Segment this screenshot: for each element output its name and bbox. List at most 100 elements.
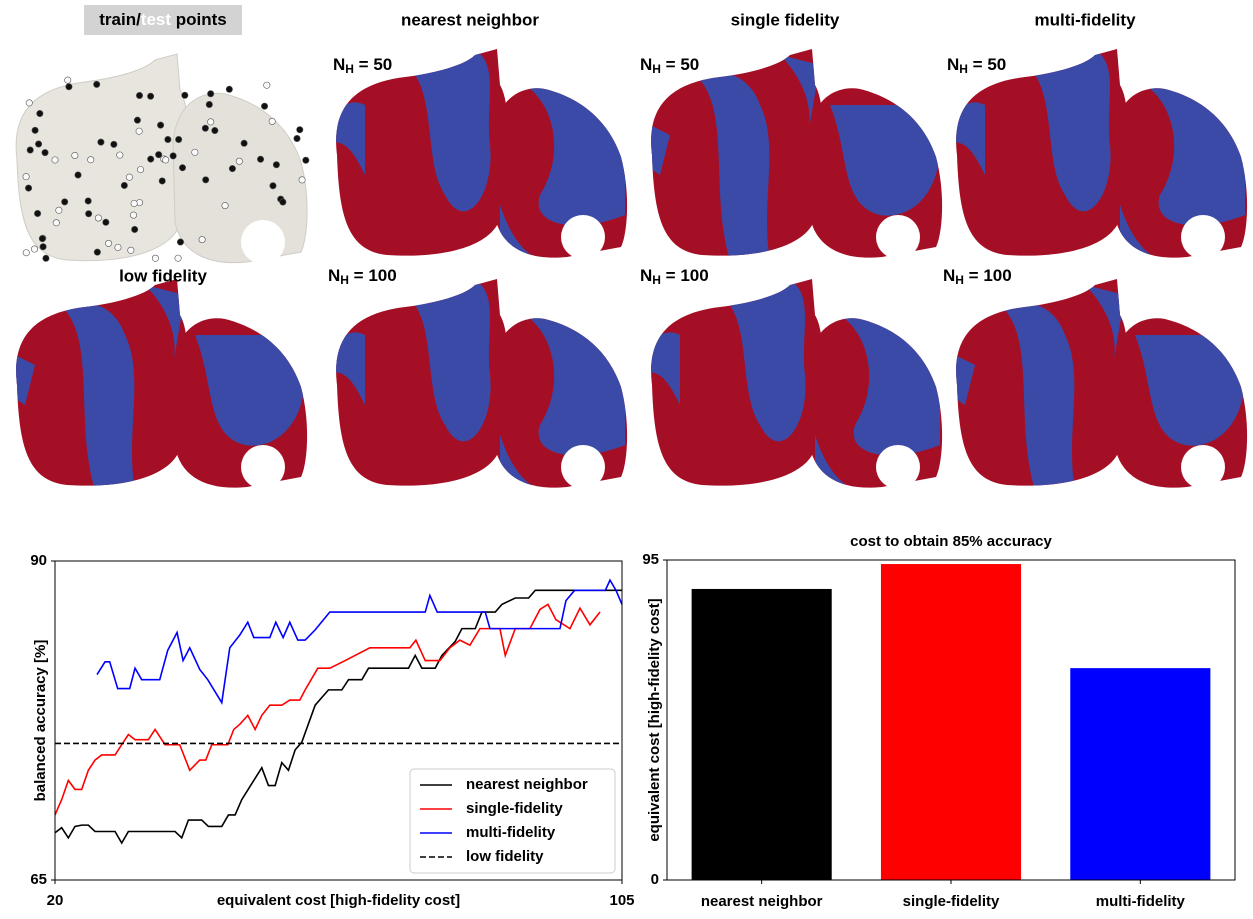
panel-title: low fidelity bbox=[119, 266, 207, 285]
sample-point bbox=[157, 122, 163, 128]
sample-point bbox=[202, 125, 208, 131]
sample-point bbox=[98, 139, 104, 145]
row-label-symbol: N bbox=[640, 266, 652, 285]
y-axis-label: balanced accuracy [%] bbox=[32, 640, 49, 802]
figure: train/test points nearest neighbor singl… bbox=[0, 0, 1253, 914]
sample-point bbox=[207, 91, 213, 97]
y-tick-label: 95 bbox=[642, 551, 659, 568]
panel-title: single fidelity bbox=[731, 10, 840, 29]
row-label-text: = 100 bbox=[349, 266, 397, 285]
sample-point bbox=[95, 215, 101, 221]
sample-point bbox=[257, 156, 263, 162]
panel-title-part: points bbox=[171, 10, 227, 29]
row-label-symbol: N bbox=[328, 266, 340, 285]
sample-point bbox=[206, 101, 212, 107]
sample-point bbox=[43, 255, 49, 261]
row-label-symbol: N bbox=[943, 266, 955, 285]
sample-point bbox=[115, 244, 121, 250]
sample-point bbox=[117, 152, 123, 158]
sample-point bbox=[202, 177, 208, 183]
sample-point bbox=[162, 157, 168, 163]
x-tick-label: 105 bbox=[609, 892, 634, 909]
sample-point bbox=[105, 240, 111, 246]
sample-point bbox=[56, 207, 62, 213]
sample-point bbox=[94, 249, 100, 255]
row-label: NH = 100 bbox=[943, 266, 1012, 287]
row-label-symbol: N bbox=[947, 55, 959, 74]
sample-point bbox=[170, 153, 176, 159]
sample-point bbox=[128, 247, 134, 253]
sample-point bbox=[39, 235, 45, 241]
row-label: NH = 50 bbox=[947, 55, 1006, 76]
sample-point bbox=[212, 127, 218, 133]
panel-title-part: test bbox=[141, 10, 172, 29]
sample-point bbox=[152, 255, 158, 261]
row-label-text: = 50 bbox=[354, 55, 392, 74]
row-label: NH = 50 bbox=[333, 55, 392, 76]
sample-point bbox=[236, 158, 242, 164]
row-label-subscript: H bbox=[959, 62, 968, 76]
sample-point bbox=[25, 185, 31, 191]
row-label-symbol: N bbox=[640, 55, 652, 74]
page: train/test points nearest neighbor singl… bbox=[0, 0, 1253, 914]
legend-label: low fidelity bbox=[466, 848, 544, 865]
sample-point bbox=[175, 255, 181, 261]
x-tick-label: single-fidelity bbox=[903, 893, 1000, 910]
sample-point bbox=[27, 147, 33, 153]
sample-point bbox=[179, 165, 185, 171]
sample-point bbox=[40, 244, 46, 250]
sample-point bbox=[136, 92, 142, 98]
sample-point bbox=[155, 151, 161, 157]
panel-title-part: train/ bbox=[99, 10, 141, 29]
row-label-subscript: H bbox=[340, 273, 349, 287]
chart-title: cost to obtain 85% accuracy bbox=[850, 533, 1052, 550]
sample-point bbox=[261, 103, 267, 109]
sample-point bbox=[294, 135, 300, 141]
sample-point bbox=[130, 212, 136, 218]
sample-point bbox=[26, 100, 32, 106]
bar bbox=[1070, 668, 1210, 880]
sample-point bbox=[31, 246, 37, 252]
sample-point bbox=[303, 157, 309, 163]
data-line bbox=[97, 580, 622, 703]
sample-point bbox=[280, 199, 286, 205]
y-axis-label: equivalent cost [high-fidelity cost] bbox=[646, 598, 663, 841]
sample-point bbox=[85, 198, 91, 204]
row-label-subscript: H bbox=[345, 62, 354, 76]
legend-label: nearest neighbor bbox=[466, 776, 588, 793]
sample-point bbox=[103, 219, 109, 225]
x-axis-label: equivalent cost [high-fidelity cost] bbox=[217, 892, 460, 909]
sample-point bbox=[42, 149, 48, 155]
sample-point bbox=[241, 140, 247, 146]
sample-point bbox=[299, 177, 305, 183]
sample-point bbox=[75, 172, 81, 178]
sample-point bbox=[269, 118, 275, 124]
sample-point bbox=[85, 211, 91, 217]
row-label-symbol: N bbox=[333, 55, 345, 74]
sample-point bbox=[65, 77, 71, 83]
row-label: NH = 100 bbox=[328, 266, 397, 287]
sample-point bbox=[264, 82, 270, 88]
sample-point bbox=[273, 162, 279, 168]
sample-point bbox=[126, 174, 132, 180]
panel-title: train/test points bbox=[99, 10, 227, 29]
sample-point bbox=[93, 81, 99, 87]
bar bbox=[692, 589, 832, 880]
sample-point bbox=[32, 127, 38, 133]
sample-point bbox=[148, 156, 154, 162]
sample-point bbox=[229, 165, 235, 171]
y-tick-label: 90 bbox=[30, 552, 47, 569]
y-tick-label: 0 bbox=[651, 871, 659, 888]
row-label: NH = 100 bbox=[640, 266, 709, 287]
sample-point bbox=[35, 141, 41, 147]
sample-point bbox=[159, 178, 165, 184]
panel-title: multi-fidelity bbox=[1034, 10, 1136, 29]
sample-point bbox=[134, 117, 140, 123]
sample-point bbox=[66, 84, 72, 90]
legend-label: single-fidelity bbox=[466, 800, 563, 817]
row-label-subscript: H bbox=[652, 273, 661, 287]
row-label-subscript: H bbox=[955, 273, 964, 287]
sample-point bbox=[88, 157, 94, 163]
sample-point bbox=[137, 166, 143, 172]
